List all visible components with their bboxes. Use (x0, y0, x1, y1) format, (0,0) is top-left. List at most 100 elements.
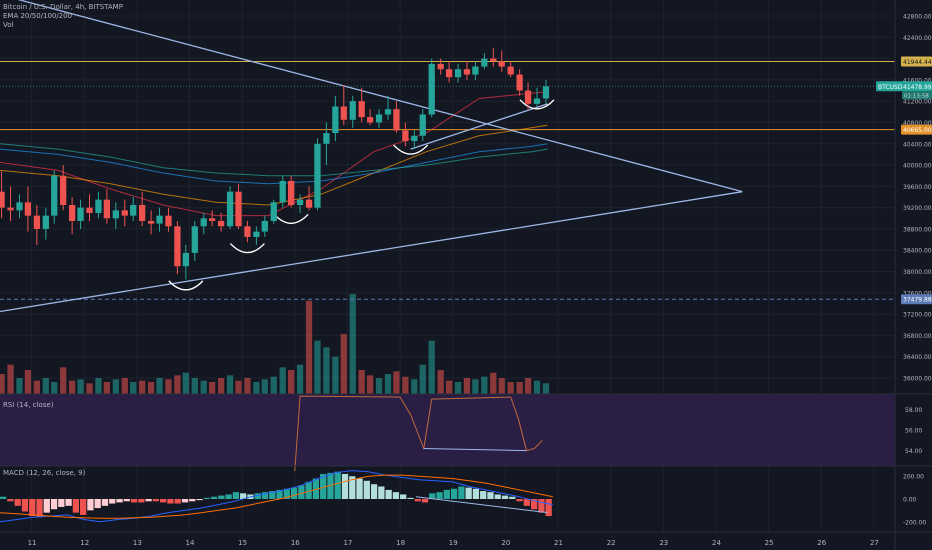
ema-legend[interactable]: EMA 20/50/100/200 (3, 12, 73, 20)
candle-body[interactable] (156, 215, 163, 224)
volume-bar (323, 347, 330, 394)
candle-body[interactable] (33, 215, 40, 229)
support-arc[interactable] (229, 243, 265, 254)
macd-title[interactable]: MACD (12, 26, close, 9) (3, 469, 86, 477)
candle-body[interactable] (253, 231, 260, 237)
macd-histogram-bar (283, 488, 290, 499)
candle-body[interactable] (349, 101, 356, 120)
candle-body[interactable] (42, 215, 49, 229)
level-price-tag[interactable] (901, 294, 932, 305)
macd-histogram-bar (341, 473, 349, 499)
candle-body[interactable] (332, 106, 339, 134)
candle-body[interactable] (507, 66, 514, 75)
drawing-layer[interactable] (0, 0, 743, 313)
descending-trendline[interactable] (0, 0, 743, 193)
candle-body[interactable] (490, 58, 497, 62)
candle-body[interactable] (542, 86, 550, 99)
price-tick-label: 41600.00 (903, 77, 932, 84)
candle-body[interactable] (524, 90, 532, 104)
candle-body[interactable] (165, 215, 172, 227)
candle-body[interactable] (516, 74, 523, 91)
candle-body[interactable] (235, 191, 242, 227)
candle-body[interactable] (217, 220, 225, 227)
candle-body[interactable] (112, 210, 119, 219)
candle-body[interactable] (498, 61, 505, 67)
candle-body[interactable] (428, 63, 435, 115)
candle-body[interactable] (340, 106, 347, 120)
level-price-tag[interactable] (901, 56, 932, 67)
candle-body[interactable] (86, 207, 93, 213)
candle-body[interactable] (375, 114, 383, 123)
inner-uptrend-line[interactable] (410, 103, 548, 150)
candle-body[interactable] (60, 175, 67, 205)
candle-body[interactable] (454, 69, 462, 78)
candle-body[interactable] (533, 98, 541, 104)
candle-body[interactable] (16, 202, 23, 211)
candle-body[interactable] (174, 226, 181, 267)
rsi-layer (294, 395, 543, 472)
support-arc[interactable] (519, 99, 555, 110)
candle-body[interactable] (200, 218, 207, 227)
candle-body[interactable] (402, 130, 409, 142)
candle-body[interactable] (103, 199, 111, 219)
candle-body[interactable] (244, 226, 251, 237)
candle-body[interactable] (209, 218, 216, 221)
macd-histogram-bar (487, 492, 494, 499)
macd-divergence-line[interactable] (415, 496, 548, 514)
macd-histogram-bar (465, 487, 472, 499)
candle-body[interactable] (472, 66, 479, 75)
candle-body[interactable] (226, 191, 234, 227)
candle-body[interactable] (121, 210, 128, 216)
candle-body[interactable] (463, 69, 471, 75)
volume-bar (191, 378, 198, 394)
candle-body[interactable] (305, 199, 313, 208)
candle-layer[interactable] (0, 47, 550, 280)
price-axis[interactable]: 42800.0042400.0042000.0041600.0041200.00… (876, 13, 932, 526)
support-arc[interactable] (273, 213, 309, 224)
candle-body[interactable] (130, 204, 137, 216)
ascending-trendline[interactable] (0, 191, 743, 313)
candle-body[interactable] (411, 135, 418, 142)
support-arc[interactable] (393, 144, 429, 155)
countdown-tag (902, 91, 932, 100)
candle-body[interactable] (95, 199, 102, 213)
level-price-tag[interactable] (901, 124, 932, 135)
last-price-tag[interactable] (876, 81, 932, 92)
symbol-title[interactable]: Bitcoin / U.S. Dollar, 4h, BITSTAMP (3, 3, 123, 11)
candle-body[interactable] (147, 220, 155, 224)
candle-body[interactable] (288, 181, 295, 205)
volume-bar (358, 370, 365, 394)
candle-body[interactable] (314, 143, 321, 208)
candle-body[interactable] (68, 204, 76, 221)
candle-body[interactable] (270, 202, 277, 221)
candle-body[interactable] (358, 101, 365, 118)
candle-body[interactable] (182, 252, 189, 267)
candle-body[interactable] (7, 207, 14, 211)
date-axis[interactable]: 11 12 13 14 15 16 17 18 19 20 21 22 23 24 25 26 27 (28, 539, 879, 547)
candle-body[interactable] (191, 226, 198, 253)
volume-legend[interactable]: Vol (3, 21, 14, 29)
macd-histogram-bar (378, 486, 385, 499)
rsi-title[interactable]: RSI (14, close) (3, 401, 54, 409)
candle-body[interactable] (0, 191, 5, 208)
candle-body[interactable] (393, 109, 400, 131)
candle-body[interactable] (139, 204, 146, 221)
support-arc[interactable] (168, 280, 204, 291)
candle-body[interactable] (384, 109, 392, 115)
candle-body[interactable] (419, 114, 426, 136)
candle-body[interactable] (51, 175, 58, 216)
candle-body[interactable] (77, 207, 84, 221)
macd-tick-label: 0.00 (903, 497, 917, 504)
candle-body[interactable] (437, 63, 444, 70)
candle-body[interactable] (296, 199, 304, 205)
candle-body[interactable] (323, 133, 330, 144)
candle-body[interactable] (481, 58, 488, 67)
candle-body[interactable] (24, 202, 32, 216)
candle-body[interactable] (445, 69, 453, 78)
candle-body[interactable] (366, 117, 374, 123)
rsi-divergence-line[interactable] (423, 448, 527, 452)
candle-body[interactable] (261, 220, 268, 232)
candle-body[interactable] (279, 181, 286, 203)
